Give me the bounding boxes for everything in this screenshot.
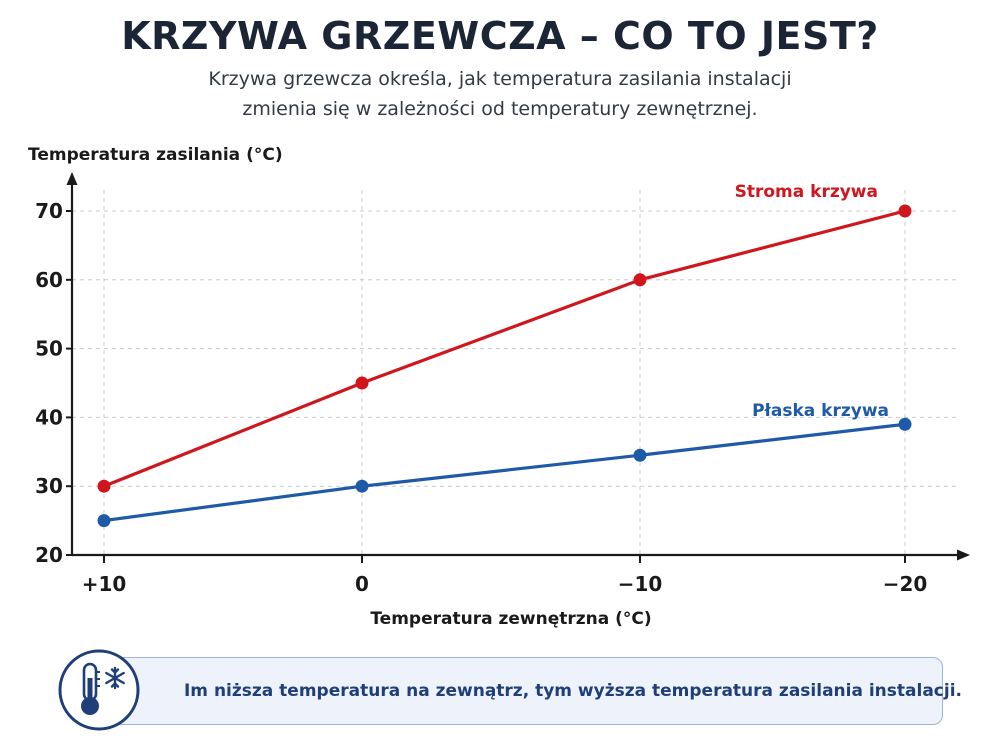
x-tick-label: +10 (82, 572, 127, 596)
data-point (633, 273, 647, 287)
callout-box: Im niższa temperatura na zewnątrz, tym w… (105, 657, 962, 725)
data-point (97, 514, 111, 528)
series-label: Stroma krzywa (735, 182, 878, 202)
subtitle-line-1: Krzywa grzewcza określa, jak temperatura… (208, 68, 792, 90)
series-line (102, 422, 907, 523)
y-tick-label: 30 (35, 474, 63, 498)
series-label: Płaska krzywa (752, 401, 889, 421)
x-tick-label: −10 (618, 572, 663, 596)
x-axis-label: Temperatura zewnętrzna (°C) (370, 609, 651, 629)
data-point (898, 204, 912, 218)
y-tick-label: 50 (35, 337, 63, 361)
callout: Im niższa temperatura na zewnątrz, tym w… (57, 648, 962, 734)
data-point (898, 417, 912, 431)
chart-series: Stroma krzywa Płaska krzywa (97, 182, 912, 528)
y-tick-label: 20 (35, 543, 63, 567)
subtitle-line-2: zmienia się w zależności od temperatury … (242, 98, 758, 120)
y-tick-label: 40 (35, 405, 63, 429)
page-title: KRZYWA GRZEWCZA – CO TO JEST? (121, 14, 879, 58)
y-tick-label: 70 (35, 199, 63, 223)
series-line (102, 209, 907, 488)
thermometer-snowflake-icon (58, 649, 140, 731)
y-axis-label: Temperatura zasilania (°C) (28, 145, 283, 165)
callout-text: Im niższa temperatura na zewnątrz, tym w… (183, 681, 962, 701)
data-point (355, 376, 369, 390)
x-tick-label: 0 (355, 572, 369, 596)
x-axis-arrow (957, 549, 970, 561)
chart-axes (66, 172, 970, 561)
chart-ticks: 20 30 40 50 60 70 +10 0 −10 −20 (35, 199, 927, 596)
x-tick-label: −20 (883, 572, 928, 596)
data-point (633, 448, 647, 462)
data-point (97, 479, 111, 493)
chart-grid (72, 190, 958, 555)
y-tick-label: 60 (35, 268, 63, 292)
y-axis-arrow (66, 172, 78, 185)
data-point (355, 479, 369, 493)
